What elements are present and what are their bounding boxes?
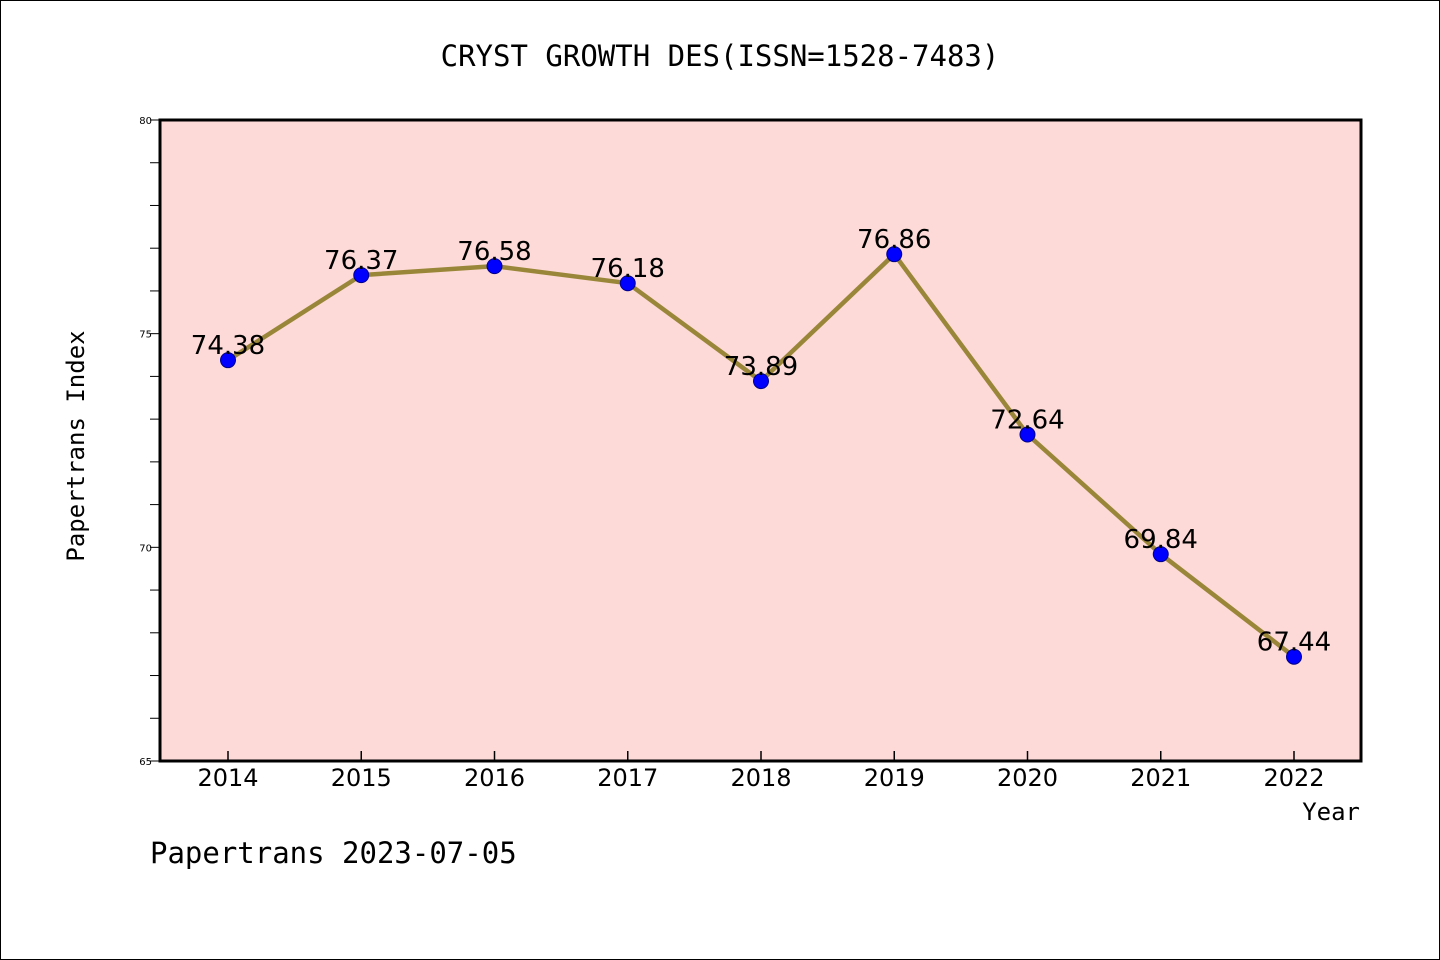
x-tick-label: 2019 bbox=[864, 764, 925, 792]
data-markers bbox=[220, 246, 1302, 665]
x-axis-label: Year bbox=[1302, 798, 1360, 826]
data-value-label: 73.89 bbox=[724, 352, 798, 382]
y-tick-label: 70 bbox=[139, 543, 152, 554]
data-point-marker bbox=[1286, 648, 1302, 665]
data-point-marker bbox=[753, 373, 769, 390]
x-tick-label: 2020 bbox=[997, 764, 1058, 792]
data-value-label: 76.86 bbox=[857, 225, 931, 255]
y-tick-label: 80 bbox=[139, 116, 152, 127]
y-major-ticks: 65 70 75 80 bbox=[139, 116, 160, 768]
data-labels: 74.38 76.37 76.58 76.18 73.89 76.86 72.64 69.84… bbox=[191, 225, 1331, 658]
data-value-label: 67.44 bbox=[1257, 628, 1331, 658]
data-value-label: 72.64 bbox=[990, 406, 1064, 436]
data-point-marker bbox=[486, 258, 503, 275]
data-point-marker bbox=[1019, 426, 1036, 443]
x-tick-label: 2021 bbox=[1130, 764, 1191, 792]
plot-border bbox=[158, 118, 1363, 763]
data-value-label: 76.58 bbox=[457, 237, 531, 267]
x-tick-label: 2016 bbox=[464, 764, 525, 792]
data-value-label: 74.38 bbox=[191, 331, 265, 361]
data-point-marker bbox=[220, 352, 236, 369]
y-tick-label: 75 bbox=[139, 330, 152, 341]
x-tick-label: 2015 bbox=[331, 764, 392, 792]
y-axis-label: Papertrans Index bbox=[62, 330, 90, 561]
x-ticks: 2014 2015 2016 2017 2018 2019 2020 2021 2022 bbox=[197, 751, 1325, 792]
data-value-label: 76.37 bbox=[324, 246, 398, 276]
data-point-marker bbox=[886, 246, 903, 263]
y-minor-ticks bbox=[150, 162, 160, 719]
data-value-label: 76.18 bbox=[591, 254, 665, 284]
data-point-marker bbox=[619, 275, 636, 292]
x-tick-label: 2018 bbox=[730, 764, 791, 792]
chart-title: CRYST GROWTH DES(ISSN=1528-7483) bbox=[441, 39, 1000, 73]
y-tick-label: 65 bbox=[139, 757, 152, 768]
data-point-marker bbox=[1152, 546, 1169, 563]
plot-area bbox=[160, 120, 1361, 761]
x-tick-label: 2022 bbox=[1263, 764, 1324, 792]
data-value-label: 69.84 bbox=[1124, 525, 1198, 555]
footer-date-text: Papertrans 2023-07-05 bbox=[150, 836, 517, 870]
x-tick-label: 2017 bbox=[597, 764, 658, 792]
x-tick-label: 2014 bbox=[197, 764, 258, 792]
data-point-marker bbox=[353, 267, 370, 284]
